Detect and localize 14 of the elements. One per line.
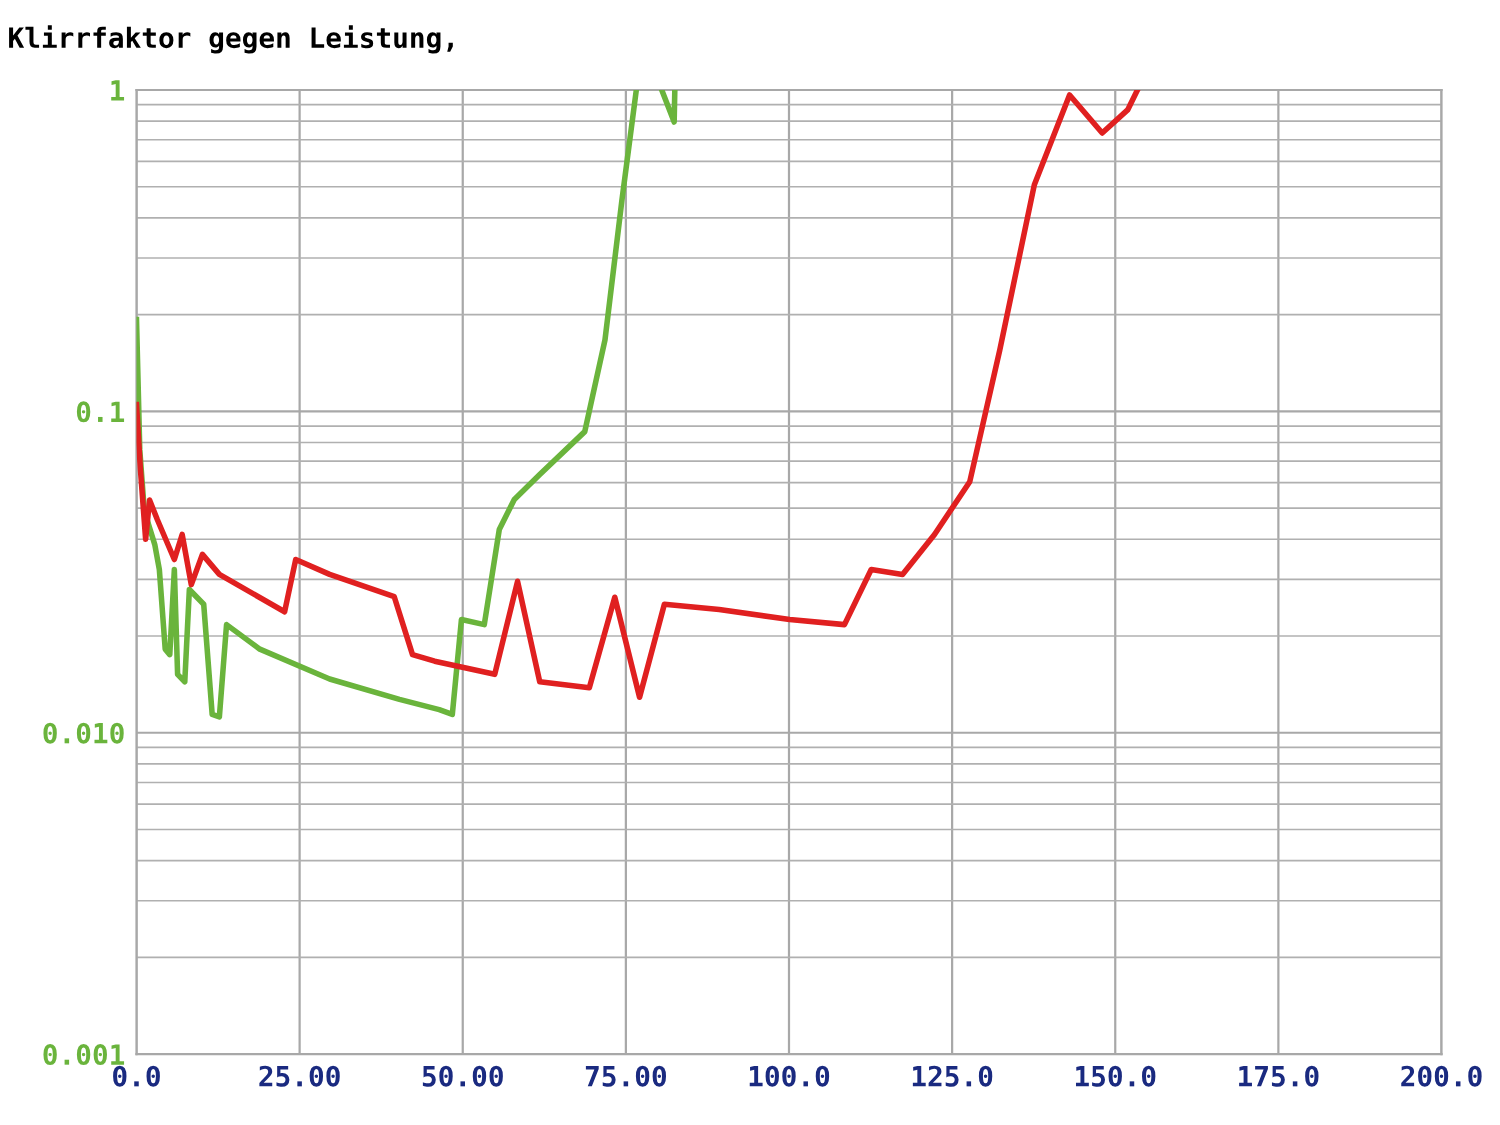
x-tick-label: 200.0 (1401, 1065, 1482, 1087)
x-tick-label: 0.0 (113, 1065, 160, 1087)
y-tick-label: 0.1 (76, 401, 125, 423)
x-tick-label: 50.00 (422, 1065, 503, 1087)
x-tick-label: 25.00 (259, 1065, 340, 1087)
chart-title: Klirrfaktor gegen Leistung, (9, 25, 453, 54)
x-tick-label: 75.00 (585, 1065, 667, 1087)
y-tick-label: 0.010 (43, 722, 124, 744)
x-tick-label: 125.0 (912, 1065, 993, 1087)
y-tick-label: 1 (111, 80, 125, 101)
x-tick-label: 100.0 (749, 1065, 830, 1087)
x-tick-label: 175.0 (1239, 1065, 1319, 1087)
y-tick-label: 0.001 (43, 1044, 125, 1066)
x-tick-label: 150.0 (1075, 1065, 1156, 1087)
